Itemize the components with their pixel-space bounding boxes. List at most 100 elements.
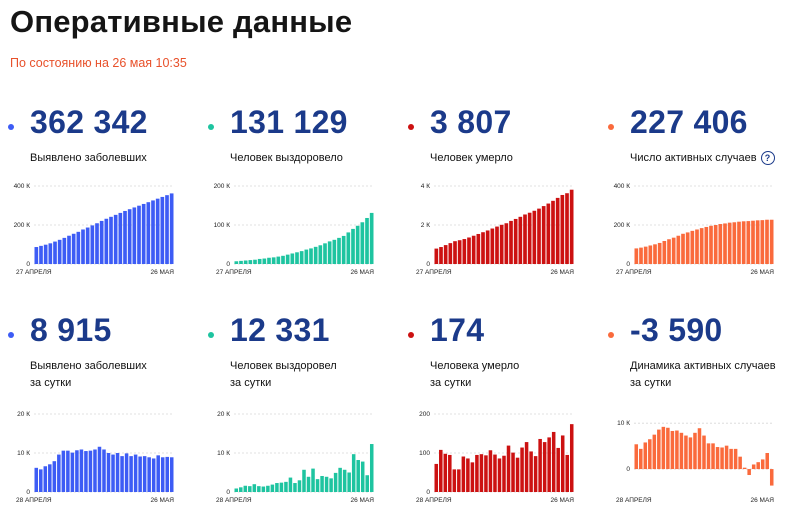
bar [76,231,81,264]
bar [699,228,704,264]
bar [234,261,239,264]
bar [461,456,466,492]
bar [276,256,281,264]
y-tick-label: 400 К [14,183,31,190]
y-tick-label: 0 [626,466,630,473]
bar [481,232,485,264]
y-tick-label: 10 К [17,450,30,457]
bar [742,467,747,470]
bar [141,203,146,264]
bar [569,424,574,492]
bar [679,432,684,470]
bar [285,254,290,264]
bar [765,219,769,264]
bar [439,449,443,492]
stat-value: 227 406 [630,104,748,140]
bar [695,229,699,264]
bar [169,193,174,264]
stat-value: 174 [430,312,485,348]
stat-label-line: Человека умерло [430,360,520,372]
bar [666,427,670,470]
chart-recovered-daily: 0 10 К 20 К 28 АПРЕЛЯ 26 МАЯ [216,411,375,504]
bar [169,457,174,492]
bar [248,260,253,264]
x-end-label: 26 МАЯ [751,497,775,504]
bar [267,257,271,264]
bar [671,237,676,264]
bar [643,246,648,264]
bar [448,454,452,492]
stat-value: 12 331 [230,312,330,348]
bar [546,203,551,264]
bar [702,435,706,470]
x-start-label: 28 АПРЕЛЯ [216,497,252,504]
bar [457,469,461,492]
x-start-label: 27 АПРЕЛЯ [416,269,452,276]
bar [257,258,262,264]
x-end-label: 26 МАЯ [351,269,375,276]
bar [118,212,123,264]
bar [648,245,653,264]
bar [713,225,718,264]
bar [569,189,574,264]
stat-value: 3 807 [430,104,512,140]
bar [738,456,742,470]
y-tick-label: 100 [419,450,430,457]
bar [475,454,479,492]
bar [565,193,569,264]
bar [99,220,104,264]
bar [262,258,267,264]
bar [142,456,147,492]
bar [324,476,329,492]
bar [279,482,284,492]
bar [338,467,342,492]
stat-card-recovered-daily: 12 331 Человек выздоровел за сутки 0 10 К 20 … [208,312,398,512]
bar [369,212,374,264]
bar [253,259,257,264]
bar [160,457,165,492]
bar [97,446,102,492]
x-end-label: 26 МАЯ [151,269,175,276]
bar [434,248,439,264]
stat-label-line: за сутки [30,377,72,389]
bar [351,228,355,264]
bar [648,439,652,470]
stat-label: Динамика активных случаев за сутки [630,358,776,392]
bar [556,447,560,492]
bar [675,430,679,470]
help-icon[interactable]: ? [760,151,775,166]
bar [284,481,288,492]
x-end-label: 26 МАЯ [351,497,375,504]
bar [690,230,695,264]
bar [560,194,565,264]
y-tick-label: 0 [426,261,430,268]
bar [470,462,475,492]
stat-card-detected-daily: 8 915 Выявлено заболевших за сутки 0 10 К 20 … [8,312,198,512]
x-start-label: 27 АПРЕЛЯ [616,269,652,276]
series-dot-icon [8,332,14,338]
bar [542,442,547,492]
series-dot-icon [408,124,414,130]
bar [715,447,720,470]
x-start-label: 27 АПРЕЛЯ [216,269,252,276]
stat-label-line: Выявлено заболевших [30,360,147,372]
series-dot-icon [208,124,214,130]
y-tick-label: 200 К [14,222,31,229]
y-tick-label: 0 [426,489,430,496]
bar [337,237,341,264]
stat-value: 362 342 [30,104,148,140]
bar [138,456,142,492]
x-start-label: 28 АПРЕЛЯ [416,497,452,504]
bar [452,469,457,492]
bar [720,447,724,470]
chart-deaths-daily: 0 100 200 28 АПРЕЛЯ 26 МАЯ [416,411,574,504]
bar [79,449,84,492]
bar [295,252,299,264]
bar [509,220,513,264]
bar [488,450,493,492]
x-end-label: 26 МАЯ [551,269,575,276]
bar [760,220,765,265]
bar [71,233,76,264]
bar [151,200,155,264]
bar [769,469,774,486]
